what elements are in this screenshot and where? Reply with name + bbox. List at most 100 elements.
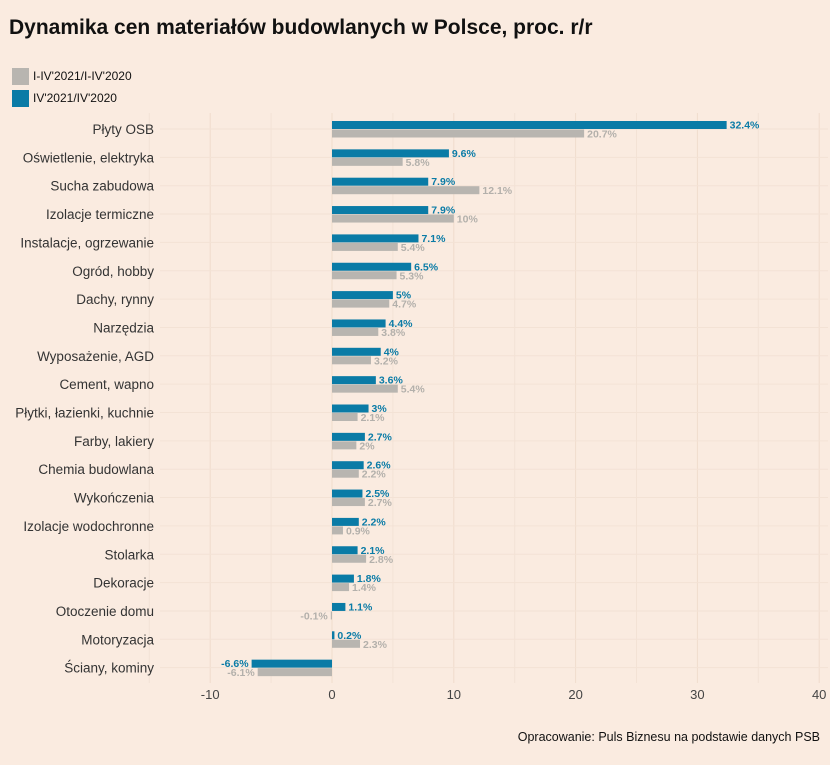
- data-label-april: 6.5%: [414, 261, 439, 273]
- data-label-total: 5.4%: [401, 242, 426, 254]
- category-label: Otoczenie domu: [56, 604, 154, 619]
- data-label-total: 20.7%: [587, 129, 617, 141]
- data-label-april: 9.6%: [452, 148, 477, 160]
- data-label-april: 1.1%: [348, 601, 373, 613]
- category-label: Płyty OSB: [92, 122, 154, 137]
- data-label-april: 0.2%: [337, 630, 362, 642]
- data-label-total: 2.3%: [363, 639, 388, 651]
- category-label: Ogród, hobby: [72, 264, 154, 279]
- data-label-april: 4.4%: [389, 318, 414, 330]
- bar-total: [332, 583, 350, 592]
- data-label-total: 4.7%: [392, 299, 417, 311]
- bar-april: [332, 461, 364, 470]
- bar-total: [332, 413, 358, 421]
- bar-april: [332, 432, 365, 441]
- category-label: Wykończenia: [74, 491, 155, 506]
- legend-swatch-april: [12, 89, 29, 107]
- bar-total: [332, 554, 367, 563]
- bar-total: [332, 498, 365, 507]
- x-tick-label: 20: [568, 687, 582, 702]
- bar-total: [332, 157, 403, 166]
- category-label: Stolarka: [104, 547, 154, 562]
- bar-april: [332, 319, 386, 328]
- category-label: Farby, lakiery: [74, 434, 154, 449]
- x-tick-label: 10: [447, 687, 461, 702]
- category-label: Cement, wapno: [59, 377, 154, 392]
- category-label: Sucha zabudowa: [50, 179, 154, 194]
- bar-april: [332, 631, 335, 640]
- bar-total: [332, 356, 371, 365]
- bar-total: [332, 469, 359, 478]
- data-label-total: 5.3%: [400, 270, 425, 282]
- data-label-april: 2.6%: [367, 460, 392, 472]
- data-label-april: 2.2%: [362, 516, 387, 528]
- category-label: Oświetlenie, elektryka: [23, 150, 155, 165]
- x-tick-label: 0: [328, 687, 335, 702]
- data-label-total: 12.1%: [482, 185, 512, 197]
- chart-title: Dynamika cen materiałów budowlanych w Po…: [9, 16, 593, 39]
- legend-swatch-total: [12, 67, 29, 85]
- bar-total: [332, 271, 397, 280]
- category-label: Płytki, łazienki, kuchnie: [15, 406, 154, 421]
- legend: I-IV'2021/I-IV'2020 IV'2021/IV'2020: [12, 66, 132, 110]
- category-label: Ściany, kominy: [64, 661, 154, 676]
- data-label-total: 3.2%: [374, 355, 399, 367]
- bar-total: [332, 299, 390, 308]
- data-label-april: 3.6%: [379, 375, 404, 387]
- bar-april: [251, 659, 332, 668]
- bar-april: [332, 234, 419, 243]
- category-label: Narzędzia: [93, 320, 154, 335]
- x-tick-label: 40: [812, 687, 826, 702]
- bar-april: [332, 262, 412, 271]
- x-tick-label: 30: [690, 687, 704, 702]
- category-label: Dachy, rynny: [76, 292, 154, 307]
- data-label-total: 2%: [359, 440, 375, 452]
- category-label: Instalacje, ogrzewanie: [20, 235, 154, 250]
- source-note: Opracowanie: Puls Biznesu na podstawie d…: [517, 730, 820, 744]
- bar-april: [332, 489, 363, 498]
- bar-april: [332, 149, 449, 158]
- data-label-april: -6.6%: [221, 658, 249, 670]
- bar-total: [330, 611, 332, 620]
- data-label-total: 0.9%: [346, 525, 371, 537]
- bar-april: [332, 602, 346, 611]
- category-label: Izolacje wodochronne: [23, 519, 154, 534]
- data-label-total: 2.2%: [362, 469, 387, 481]
- data-label-april: 7.1%: [421, 233, 446, 245]
- data-label-april: 32.4%: [730, 120, 760, 132]
- data-label-total: 10%: [457, 214, 479, 226]
- data-label-total: 2.1%: [361, 412, 386, 424]
- data-label-april: 1.8%: [357, 573, 382, 585]
- bar-total: [332, 214, 454, 223]
- category-label: Dekoracje: [93, 576, 154, 591]
- legend-item-april: IV'2021/IV'2020: [12, 88, 132, 108]
- x-tick-label: -10: [201, 687, 220, 702]
- bar-total: [332, 384, 398, 393]
- bar-april: [332, 291, 393, 300]
- legend-label-april: IV'2021/IV'2020: [33, 91, 117, 105]
- data-label-april: 7.9%: [431, 205, 456, 217]
- category-label: Wyposażenie, AGD: [37, 349, 154, 364]
- bar-total: [332, 129, 585, 138]
- bar-april: [332, 546, 358, 555]
- bar-april: [332, 404, 369, 413]
- bar-total: [332, 639, 361, 648]
- data-label-total: 1.4%: [352, 582, 377, 594]
- bar-total: [332, 186, 480, 195]
- data-label-april: 2.5%: [365, 488, 390, 500]
- data-label-april: 4%: [384, 346, 400, 358]
- bar-april: [332, 517, 359, 526]
- bar-total: [257, 668, 332, 677]
- data-label-april: 2.7%: [368, 431, 393, 443]
- bar-total: [332, 441, 357, 450]
- category-label: Chemia budowlana: [38, 462, 154, 477]
- data-label-april: 3%: [372, 403, 388, 415]
- data-label-april: 2.1%: [361, 545, 386, 557]
- category-label: Izolacje termiczne: [46, 207, 154, 222]
- bar-april: [332, 574, 354, 583]
- data-label-total: 2.7%: [368, 497, 393, 509]
- data-label-april: 5%: [396, 290, 412, 302]
- bar-april: [332, 121, 727, 129]
- bar-total: [332, 242, 398, 251]
